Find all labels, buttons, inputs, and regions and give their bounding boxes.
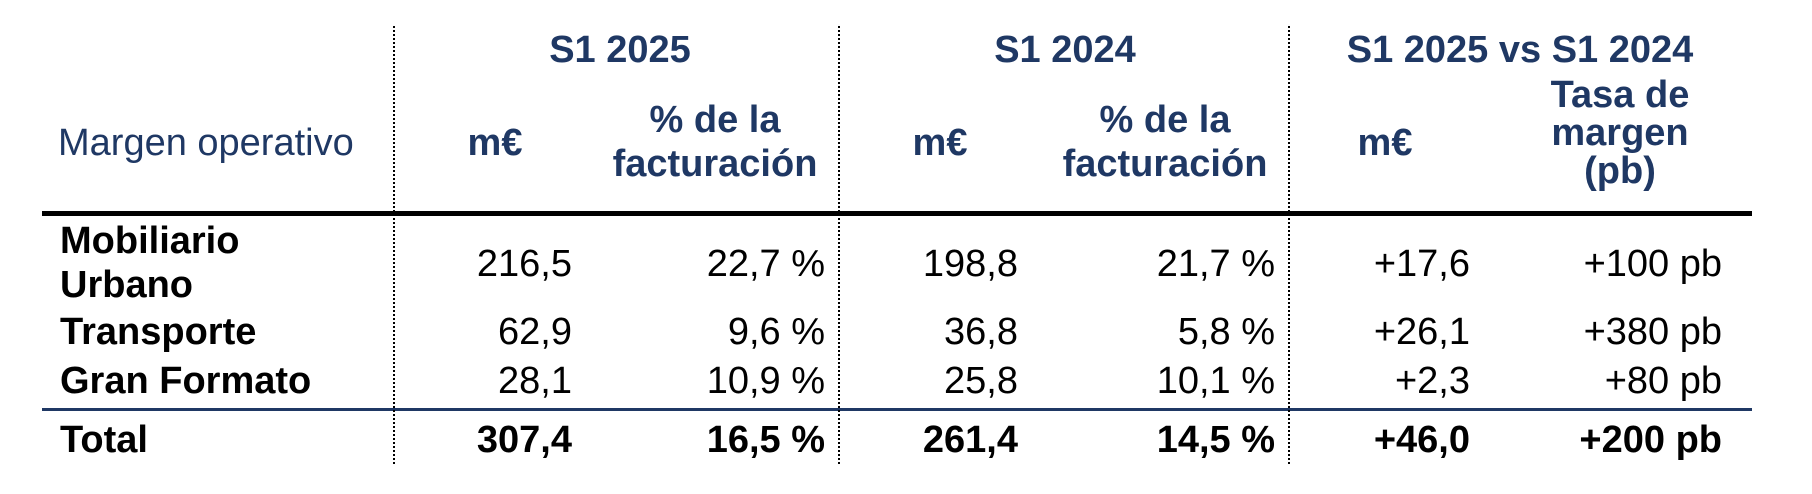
- cell-gran-formato-s1-2025-amount: 28,1: [498, 360, 572, 402]
- subheader-diff-amount: m€: [1357, 122, 1413, 164]
- total-top-rule: [42, 408, 1752, 411]
- group-title-comparison: S1 2025 vs S1 2024: [1346, 29, 1694, 71]
- subheader-s1-2024-percent: % de la facturación: [1062, 99, 1268, 185]
- separator-3: [1288, 26, 1290, 464]
- cell-mobiliario-s1-2025-percent: 22,7 %: [706, 243, 825, 285]
- cell-total-s1-2024-amount: 261,4: [922, 419, 1018, 461]
- subheader-s1-2025-percent: % de la facturación: [612, 99, 818, 185]
- cell-transporte-s1-2025-percent: 9,6 %: [727, 311, 825, 353]
- cell-mobiliario-s1-2025-amount: 216,5: [476, 243, 572, 285]
- cell-mobiliario-s1-2024-percent: 21,7 %: [1156, 243, 1275, 285]
- row-label-total: Total: [60, 419, 148, 461]
- group-title-s1-2025: S1 2025: [549, 29, 691, 71]
- row-label-transporte: Transporte: [60, 311, 257, 353]
- row-label-gran-formato: Gran Formato: [60, 360, 312, 402]
- subheader-s1-2025-amount: m€: [467, 122, 523, 164]
- group-title-s1-2024: S1 2024: [994, 29, 1136, 71]
- header-bottom-rule: [42, 211, 1752, 216]
- cell-gran-formato-diff-margin: +80 pb: [1604, 360, 1722, 402]
- cell-total-s1-2025-percent: 16,5 %: [706, 419, 825, 461]
- cell-gran-formato-s1-2024-amount: 25,8: [944, 360, 1018, 402]
- subheader-diff-margin-rate: Tasa de margen (pb): [1550, 74, 1690, 192]
- cell-gran-formato-s1-2024-percent: 10,1 %: [1156, 360, 1275, 402]
- cell-total-diff-amount: +46,0: [1373, 419, 1470, 461]
- cell-transporte-s1-2024-amount: 36,8: [944, 311, 1018, 353]
- cell-total-diff-margin: +200 pb: [1579, 419, 1722, 461]
- cell-transporte-diff-margin: +380 pb: [1583, 311, 1722, 353]
- cell-transporte-s1-2025-amount: 62,9: [498, 311, 572, 353]
- separator-1: [393, 26, 395, 464]
- row-label-mobiliario-urbano: Mobiliario Urbano: [60, 220, 240, 306]
- cell-gran-formato-s1-2025-percent: 10,9 %: [706, 360, 825, 402]
- cell-mobiliario-s1-2024-amount: 198,8: [922, 243, 1018, 285]
- cell-mobiliario-diff-amount: +17,6: [1373, 243, 1470, 285]
- cell-total-s1-2024-percent: 14,5 %: [1156, 419, 1275, 461]
- cell-total-s1-2025-amount: 307,4: [476, 419, 572, 461]
- cell-transporte-diff-amount: +26,1: [1373, 311, 1470, 353]
- cell-mobiliario-diff-margin: +100 pb: [1583, 243, 1722, 285]
- cell-transporte-s1-2024-percent: 5,8 %: [1177, 311, 1275, 353]
- header-row-label: Margen operativo: [58, 122, 354, 164]
- cell-gran-formato-diff-amount: +2,3: [1394, 360, 1470, 402]
- subheader-s1-2024-amount: m€: [912, 122, 968, 164]
- separator-2: [838, 26, 840, 464]
